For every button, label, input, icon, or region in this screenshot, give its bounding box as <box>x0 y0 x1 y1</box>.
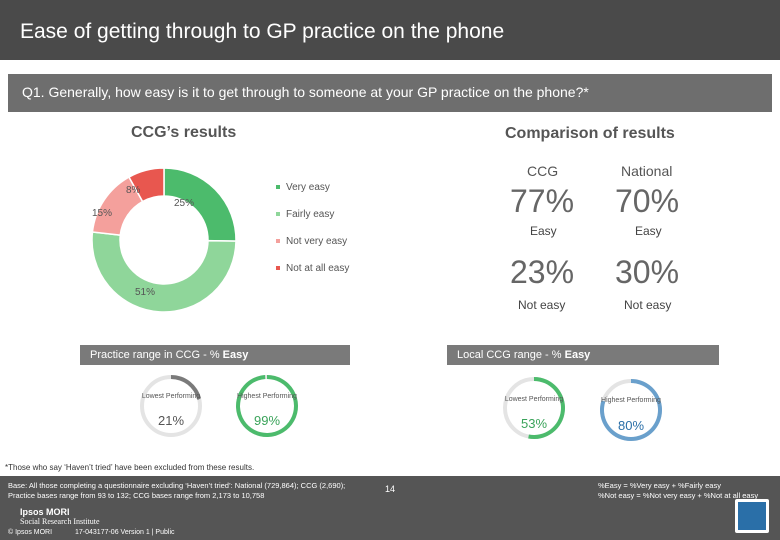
practice-highest-gauge <box>236 375 298 437</box>
logo-mark <box>738 502 766 530</box>
ccg-results-title: CCG’s results <box>131 124 237 141</box>
page-number: 14 <box>385 484 396 494</box>
legend-item-very-easy: Very easy <box>276 182 349 209</box>
col-ccg-header: CCG <box>527 163 559 179</box>
footer <box>0 476 780 540</box>
local-highest-gauge <box>600 379 662 441</box>
legend-item-not-very-easy: Not very easy <box>276 236 349 263</box>
slice-label-fairly-easy: 51% <box>135 287 156 298</box>
copyright: © Ipsos MORI <box>8 529 53 536</box>
practice-lowest-gauge-fill <box>171 375 202 400</box>
legend-item-fairly-easy: Fairly easy <box>276 209 349 236</box>
base-line-1: Base: All those completing a questionnai… <box>8 481 346 490</box>
brand-name: Ipsos MORI <box>20 507 70 517</box>
legend-swatch <box>276 239 280 243</box>
practice-highest-value: 99% <box>253 413 281 428</box>
practice-range-header: Practice range in CCG - % Easy <box>80 345 350 365</box>
practice-lowest-label: Lowest Performing <box>141 393 201 400</box>
slice-fairly-easy <box>91 231 237 313</box>
noteasy-national-label: Not easy <box>624 298 672 312</box>
footnote: *Those who say ‘Haven’t tried’ have been… <box>5 463 255 472</box>
brand-subtitle: Social Research Institute <box>20 517 100 526</box>
noteasy-ccg-value: 23% <box>510 254 575 290</box>
page-title: Ease of getting through to GP practice o… <box>20 20 505 43</box>
easy-national-value: 70% <box>615 183 680 219</box>
local-range-header: Local CCG range - % Easy <box>447 345 719 365</box>
comparison-title: Comparison of results <box>505 125 675 142</box>
version: 17-043177-06 Version 1 | Public <box>75 529 175 536</box>
slice-label-not-at-all-easy: 8% <box>126 185 141 196</box>
slice-label-very-easy: 25% <box>174 198 195 209</box>
local-highest-value: 80% <box>617 418 645 433</box>
title-bar: Ease of getting through to GP practice o… <box>0 0 780 60</box>
local-lowest-gauge <box>503 377 565 439</box>
practice-highest-label: Highest Performing <box>237 393 297 400</box>
slice-not-at-all-easy <box>127 167 165 203</box>
legend-swatch <box>276 185 280 189</box>
local-highest-label: Highest Performing <box>601 397 661 404</box>
noteasy-national-value: 30% <box>615 254 680 290</box>
base-line-2: Practice bases range from 93 to 132; CCG… <box>8 491 265 500</box>
noteasy-ccg-label: Not easy <box>518 298 566 312</box>
definition-line-2: %Not easy = %Not very easy + %Not at all… <box>598 491 759 500</box>
col-national-header: National <box>621 163 673 179</box>
easy-ccg-label: Easy <box>530 224 557 238</box>
easy-national-label: Easy <box>635 224 662 238</box>
question-text: Q1. Generally, how easy is it to get thr… <box>22 84 589 100</box>
legend-item-not-at-all-easy: Not at all easy <box>276 263 349 290</box>
ccg-donut-chart <box>91 167 237 313</box>
legend-swatch <box>276 266 280 270</box>
local-lowest-label: Lowest Performing <box>504 396 564 403</box>
chart-legend: Very easy Fairly easy Not very easy Not … <box>276 182 349 290</box>
local-lowest-value: 53% <box>520 416 548 431</box>
ipsos-logo <box>735 499 769 533</box>
practice-lowest-value: 21% <box>157 413 185 428</box>
definition-line-1: %Easy = %Very easy + %Fairly easy <box>598 481 721 490</box>
practice-lowest-gauge <box>140 375 202 437</box>
question-bar: Q1. Generally, how easy is it to get thr… <box>8 74 772 112</box>
legend-swatch <box>276 212 280 216</box>
slice-label-not-very-easy: 15% <box>92 208 113 219</box>
easy-ccg-value: 77% <box>510 183 575 219</box>
